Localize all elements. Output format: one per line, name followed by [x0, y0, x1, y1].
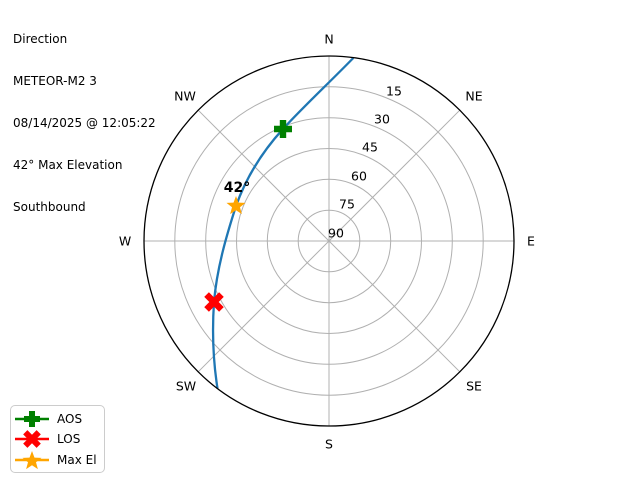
pass-info-satellite: METEOR-M2 3	[13, 74, 97, 88]
legend-label-los: LOS	[57, 432, 81, 446]
max-el-legend-icon	[15, 450, 49, 469]
compass-label-n: N	[324, 31, 334, 47]
compass-label-w: W	[118, 233, 132, 249]
compass-label-nw: NW	[174, 88, 196, 104]
compass-label-e: E	[527, 233, 535, 249]
legend-label-aos: AOS	[57, 411, 83, 426]
legend-item-los: LOS	[13, 429, 102, 449]
pass-info-max-elevation: 42° Max Elevation	[13, 158, 123, 172]
pass-info: Direction METEOR-M2 3 08/14/2025 @ 12:05…	[13, 4, 156, 242]
compass-label-ne: NE	[465, 88, 483, 104]
ring-label-75: 75	[339, 196, 355, 212]
ring-label-60: 60	[351, 168, 367, 184]
legend-box: AOS LOS Max El	[10, 405, 105, 473]
ring-label-45: 45	[362, 139, 378, 155]
ring-label-30: 30	[374, 111, 390, 127]
compass-label-s: S	[325, 436, 333, 452]
compass-spokes	[144, 56, 514, 426]
ring-15	[174, 86, 484, 396]
legend-item-aos: AOS	[13, 409, 102, 429]
ring-label-90: 90	[328, 225, 344, 241]
pass-info-direction: Southbound	[13, 200, 86, 214]
compass-label-sw: SW	[175, 378, 197, 394]
pass-info-timestamp: 08/14/2025 @ 12:05:22	[13, 116, 156, 130]
horizon-circle	[143, 55, 515, 427]
ring-45	[236, 148, 422, 334]
legend-item-max-el: Max El	[13, 450, 102, 470]
los-marker-icon	[204, 292, 224, 312]
satellite-track-line	[211, 57, 355, 389]
los-legend-icon	[15, 430, 49, 448]
ring-75	[297, 209, 361, 273]
aos-legend-icon	[15, 410, 49, 427]
pass-info-title: Direction	[13, 32, 68, 46]
aos-marker-icon	[274, 120, 292, 138]
max-el-marker-icon	[226, 196, 246, 215]
compass-label-se: SE	[466, 378, 482, 394]
legend-label-max-el: Max El	[57, 452, 97, 467]
elevation-rings	[174, 86, 484, 396]
ring-60	[266, 178, 392, 304]
max-el-annotation: 42°	[223, 180, 251, 196]
ring-label-15: 15	[386, 83, 402, 99]
ring-30	[205, 117, 453, 365]
